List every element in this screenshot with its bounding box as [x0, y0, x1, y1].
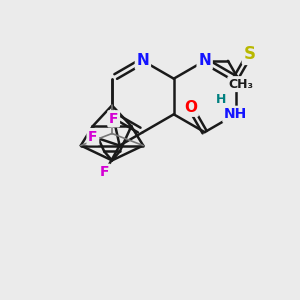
Text: F: F [109, 112, 118, 126]
Text: H: H [216, 93, 226, 106]
Text: NH: NH [224, 107, 247, 121]
Text: CH₃: CH₃ [229, 78, 254, 91]
Text: N: N [136, 53, 149, 68]
Text: O: O [184, 100, 197, 115]
Text: N: N [198, 53, 211, 68]
Text: S: S [244, 45, 256, 63]
Text: F: F [88, 130, 98, 144]
Text: F: F [100, 165, 110, 179]
